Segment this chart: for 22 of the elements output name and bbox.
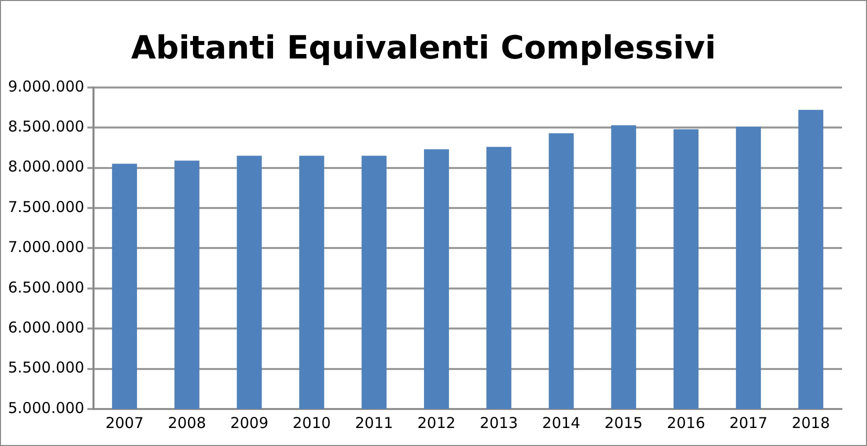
x-tick-label: 2018 <box>792 414 830 432</box>
y-tick-label: 6.000.000 <box>8 318 84 336</box>
y-tick-label: 7.000.000 <box>8 238 84 256</box>
y-tick-label: 7.500.000 <box>8 198 84 216</box>
chart-title: Abitanti Equivalenti Complessivi <box>131 28 716 67</box>
y-tick-label: 9.000.000 <box>8 77 84 96</box>
x-tick-label: 2007 <box>105 414 144 432</box>
y-tick-label: 6.500.000 <box>8 278 84 296</box>
x-tick-label: 2017 <box>729 414 768 432</box>
x-tick-label: 2012 <box>417 414 456 432</box>
x-tick-label: 2013 <box>480 414 518 432</box>
y-tick-label: 5.500.000 <box>8 358 84 377</box>
y-tick-label: 8.500.000 <box>8 117 84 136</box>
x-tick-label: 2010 <box>292 414 331 432</box>
x-tick-label: 2014 <box>542 414 580 432</box>
x-tick-label: 2011 <box>354 414 394 432</box>
y-tick-label: 8.000.000 <box>8 158 84 176</box>
x-tick-label: 2015 <box>604 414 643 432</box>
x-tick-label: 2008 <box>168 414 206 432</box>
y-tick-label: 5.000.000 <box>8 398 84 417</box>
x-tick-label: 2009 <box>230 414 268 432</box>
x-tick-label: 2016 <box>666 414 706 432</box>
